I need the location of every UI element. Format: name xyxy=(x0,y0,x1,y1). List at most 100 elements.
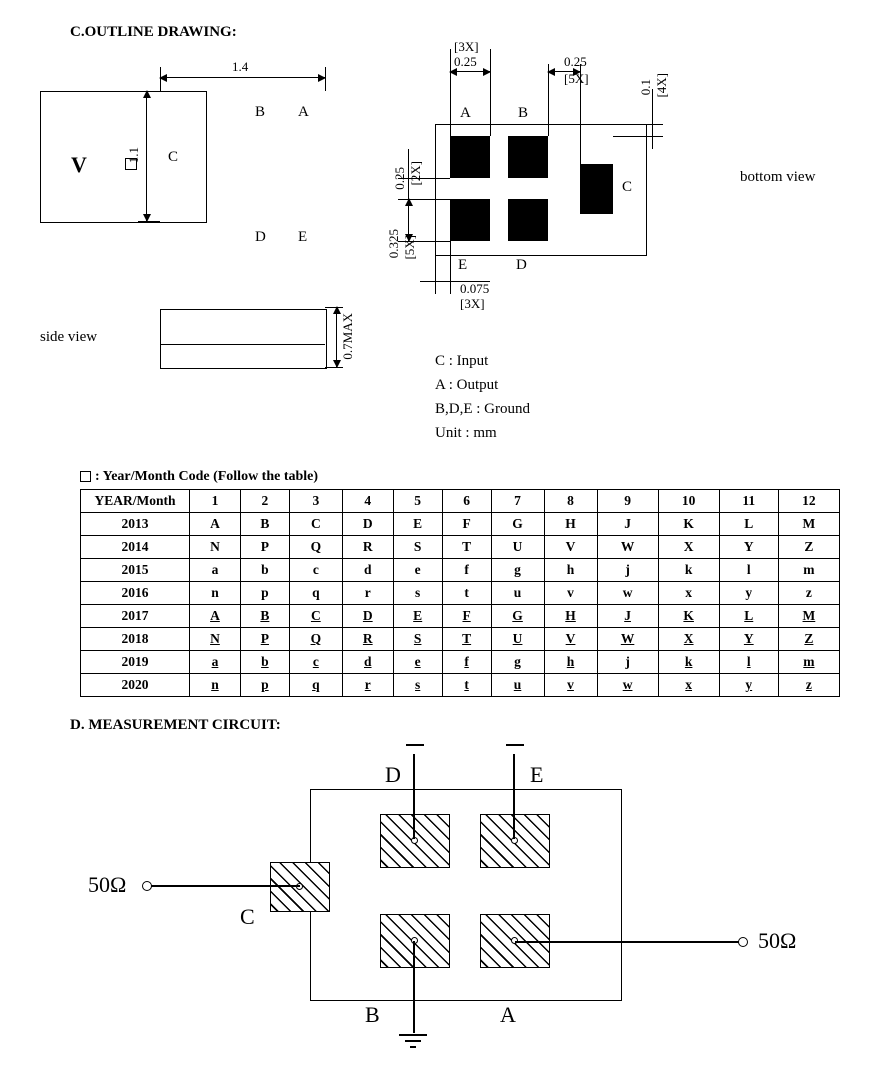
code-cell: x xyxy=(658,674,719,697)
year-cell: 2013 xyxy=(81,513,190,536)
code-cell: n xyxy=(190,674,241,697)
table-row: 2019abcdefghjklm xyxy=(81,651,840,674)
legend-bde: B,D,E : Ground xyxy=(435,397,530,421)
code-cell: b xyxy=(240,559,289,582)
dim-height-val: 1.1 xyxy=(126,147,142,163)
code-cell: m xyxy=(778,651,839,674)
code-cell: e xyxy=(393,559,442,582)
code-cell: a xyxy=(190,559,241,582)
top-pin-b: B xyxy=(255,104,265,121)
section-d-title: D. MEASUREMENT CIRCUIT: xyxy=(70,717,831,734)
pin-v: V xyxy=(71,152,87,178)
dim-025-2x-b: [2X] xyxy=(408,161,424,186)
circuit-label-a: A xyxy=(500,1002,516,1028)
ohm-left: 50Ω xyxy=(88,872,126,898)
circuit-pad-e xyxy=(480,814,550,868)
col-month-2: 2 xyxy=(240,490,289,513)
code-cell: k xyxy=(658,651,719,674)
code-cell: Q xyxy=(289,628,342,651)
code-cell: E xyxy=(393,513,442,536)
table-row: 2020npqrstuvwxyz xyxy=(81,674,840,697)
side-view-label: side view xyxy=(40,329,97,346)
circuit-pad-c xyxy=(270,862,330,912)
code-cell: x xyxy=(658,582,719,605)
code-cell: f xyxy=(442,559,491,582)
pad-e xyxy=(450,199,490,241)
code-cell: B xyxy=(240,605,289,628)
code-cell: n xyxy=(190,582,241,605)
code-cell: h xyxy=(544,559,597,582)
code-cell: B xyxy=(240,513,289,536)
top-pin-a: A xyxy=(298,104,309,121)
pad-b xyxy=(508,136,548,178)
code-cell: C xyxy=(289,605,342,628)
code-cell: p xyxy=(240,674,289,697)
side-view-box xyxy=(160,309,327,369)
dim-025-3x-b: [3X] xyxy=(454,39,479,55)
code-cell: V xyxy=(544,536,597,559)
code-cell: d xyxy=(342,651,393,674)
code-cell: j xyxy=(597,559,658,582)
code-cell: w xyxy=(597,582,658,605)
section-c-title: C.OUTLINE DRAWING: xyxy=(70,24,831,41)
code-cell: U xyxy=(491,628,544,651)
ohm-right: 50Ω xyxy=(758,928,796,954)
code-cell: R xyxy=(342,536,393,559)
code-cell: z xyxy=(778,674,839,697)
dim-025-2x: 0.25 xyxy=(392,167,408,190)
legend-c: C : Input xyxy=(435,349,530,373)
pin-legend: C : Input A : Output B,D,E : Ground Unit… xyxy=(435,349,530,445)
measurement-circuit: 50Ω 50Ω D E C B A xyxy=(40,744,831,1064)
col-month-9: 9 xyxy=(597,490,658,513)
top-pin-d: D xyxy=(255,229,266,246)
table-row: 2013ABCDEFGHJKLM xyxy=(81,513,840,536)
code-cell: t xyxy=(442,674,491,697)
year-cell: 2014 xyxy=(81,536,190,559)
year-cell: 2016 xyxy=(81,582,190,605)
col-month-1: 1 xyxy=(190,490,241,513)
code-cell: g xyxy=(491,651,544,674)
code-cell: J xyxy=(597,605,658,628)
legend-unit: Unit : mm xyxy=(435,421,530,445)
code-cell: s xyxy=(393,674,442,697)
bottom-view-label: bottom view xyxy=(740,169,815,186)
code-cell: v xyxy=(544,582,597,605)
code-cell: C xyxy=(289,513,342,536)
code-cell: k xyxy=(658,559,719,582)
code-cell: y xyxy=(719,582,778,605)
dim-025-3x: 0.25 xyxy=(454,54,477,70)
code-cell: q xyxy=(289,674,342,697)
table-row: 2016npqrstuvwxyz xyxy=(81,582,840,605)
bot-pin-b: B xyxy=(518,105,528,122)
code-cell: D xyxy=(342,605,393,628)
code-cell: S xyxy=(393,536,442,559)
table-row: 2018NPQRSTUVWXYZ xyxy=(81,628,840,651)
code-cell: A xyxy=(190,513,241,536)
dim-01: 0.1 xyxy=(638,79,654,95)
code-cell: A xyxy=(190,605,241,628)
col-month-11: 11 xyxy=(719,490,778,513)
code-cell: Q xyxy=(289,536,342,559)
code-cell: r xyxy=(342,674,393,697)
dim-width xyxy=(160,77,325,78)
col-year: YEAR/Month xyxy=(81,490,190,513)
code-cell: W xyxy=(597,536,658,559)
code-cell: X xyxy=(658,536,719,559)
year-cell: 2020 xyxy=(81,674,190,697)
circuit-pad-b xyxy=(380,914,450,968)
outline-drawing: top view V 1.4 1.1 B A C D E side view 0… xyxy=(40,49,831,459)
code-cell: c xyxy=(289,651,342,674)
circuit-label-b: B xyxy=(365,1002,380,1028)
dim-0325: 0.325 xyxy=(386,229,402,258)
code-cell: c xyxy=(289,559,342,582)
code-cell: R xyxy=(342,628,393,651)
code-cell: y xyxy=(719,674,778,697)
code-cell: D xyxy=(342,513,393,536)
code-cell: u xyxy=(491,674,544,697)
code-cell: E xyxy=(393,605,442,628)
col-month-4: 4 xyxy=(342,490,393,513)
code-cell: J xyxy=(597,513,658,536)
table-row: 2015abcdefghjklm xyxy=(81,559,840,582)
code-cell: l xyxy=(719,651,778,674)
bot-pin-c: C xyxy=(622,179,632,196)
